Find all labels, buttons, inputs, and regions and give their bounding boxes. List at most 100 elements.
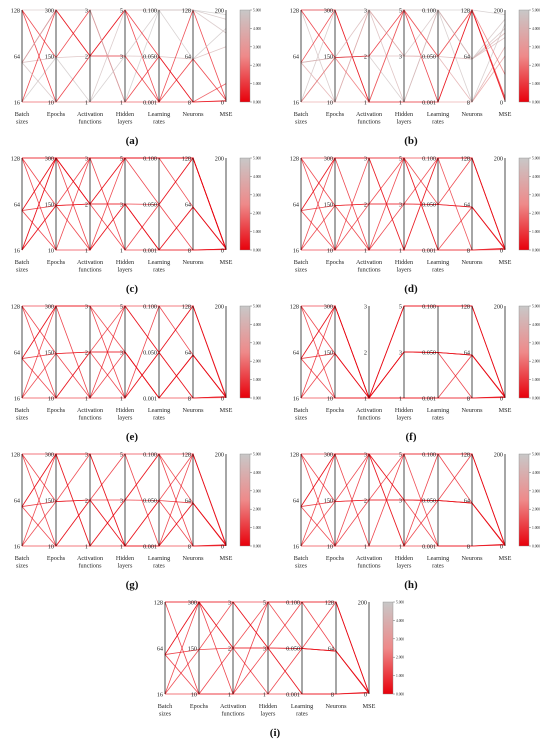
colorbar [518, 305, 530, 399]
panel-h: 1286416Batchsizes30015010Epochs321Activa… [290, 452, 541, 592]
panel-label: (g) [126, 579, 139, 591]
tick-label: 3 [85, 8, 88, 15]
tick-label: 64 [14, 498, 20, 505]
colorbar-tick-label: 1.000 [253, 378, 261, 382]
tick-label: 8 [467, 100, 470, 107]
axis-title-2: Epochs [47, 259, 66, 266]
panel-label: (e) [126, 431, 139, 443]
axis-title-6: Neurons [183, 111, 205, 118]
tick-label: 0.001 [143, 544, 157, 551]
panel-a: 1286416Batchsizes30015010Epochs321Activa… [11, 8, 262, 148]
colorbar-tick-label: 4.000 [396, 619, 404, 623]
colorbar-tick-label: 0.000 [253, 545, 261, 549]
axis-title-5: Learning [427, 555, 449, 562]
tick-label: 0.001 [143, 396, 157, 403]
colorbar-tick-label: 5.000 [253, 453, 261, 457]
axis-title-7: MSE [499, 111, 512, 118]
tick-label: 1 [399, 396, 402, 403]
tick-label: 1 [120, 248, 123, 255]
tick-label: 10 [48, 100, 54, 107]
tick-label: 1 [120, 396, 123, 403]
colorbar-tick-label: 5.000 [253, 9, 261, 13]
colorbar-tick-label: 4.000 [532, 27, 540, 31]
colorbar-tick-label: 1.000 [532, 378, 540, 382]
tick-label: 64 [464, 202, 470, 209]
colorbar-tick-label: 5.000 [532, 453, 540, 457]
tick-label: 300 [45, 156, 54, 163]
panel-d: 1286416Batchsizes30015010Epochs321Activa… [290, 156, 541, 296]
axis-title-5: Learning [291, 703, 313, 710]
tick-label: 150 [45, 498, 54, 505]
tick-label: 2 [85, 54, 88, 61]
axis-title-3: functions [357, 415, 381, 422]
tick-label: 3 [85, 304, 88, 311]
axis-title-3: functions [78, 415, 102, 422]
axis-title-4: Hidden [116, 555, 134, 562]
axis-title-5: Learning [427, 259, 449, 266]
colorbar-tick-label: 5.000 [532, 157, 540, 161]
tick-label: 64 [14, 54, 20, 61]
axis-title-2: Epochs [326, 259, 345, 266]
colorbar-tick-label: 3.000 [253, 489, 261, 493]
series-line-2 [21, 499, 227, 546]
axis-title-7: MSE [363, 703, 376, 710]
tick-label: 8 [188, 544, 191, 551]
tick-label: 150 [45, 202, 54, 209]
tick-label: 200 [215, 156, 224, 163]
tick-label: 10 [48, 248, 54, 255]
tick-label: 150 [45, 350, 54, 357]
axis-title-1: Batch [15, 407, 30, 414]
axis-title-6: Neurons [183, 259, 205, 266]
colorbar-tick-label: 3.000 [253, 45, 261, 49]
axis-title-4: Hidden [116, 259, 134, 266]
colorbar [518, 157, 530, 251]
axis-title-1: sizes [295, 267, 308, 274]
series-line-3 [22, 351, 227, 399]
axis-title-3: functions [78, 267, 102, 274]
tick-label: 16 [14, 248, 20, 255]
tick-label: 128 [182, 304, 191, 311]
tick-label: 3 [364, 452, 367, 459]
tick-label: 64 [293, 498, 299, 505]
tick-label: 1 [364, 396, 367, 403]
tick-label: 8 [188, 100, 191, 107]
tick-label: 8 [467, 396, 470, 403]
axis-title-3: functions [78, 119, 102, 126]
tick-label: 2 [228, 646, 231, 653]
axis-title-5: Learning [148, 407, 170, 414]
tick-label: 3 [399, 350, 402, 357]
tick-label: 200 [494, 452, 503, 459]
tick-label: 64 [185, 498, 191, 505]
tick-label: 2 [85, 202, 88, 209]
tick-label: 64 [293, 350, 299, 357]
tick-label: 3 [399, 54, 402, 61]
tick-label: 0.001 [143, 100, 157, 107]
colorbar-tick-label: 0.000 [396, 693, 404, 697]
colorbar-tick-label: 2.000 [396, 656, 404, 660]
tick-label: 1 [263, 692, 266, 699]
tick-label: 150 [45, 54, 54, 61]
axis-title-1: Batch [294, 555, 309, 562]
tick-label: 128 [290, 452, 299, 459]
panel-f: 1286416Batchsizes30015010Epochs321Activa… [290, 304, 541, 444]
tick-label: 300 [45, 8, 54, 15]
tick-label: 300 [45, 452, 54, 459]
tick-label: 1 [85, 100, 88, 107]
tick-label: 0.001 [143, 248, 157, 255]
tick-label: 3 [399, 498, 402, 505]
tick-label: 0 [500, 248, 503, 255]
tick-label: 5 [120, 8, 123, 15]
tick-label: 10 [48, 396, 54, 403]
tick-label: 150 [324, 350, 333, 357]
axis-title-4: layers [118, 267, 133, 274]
axis-title-1: sizes [295, 563, 308, 570]
axis-title-2: Epochs [47, 555, 66, 562]
axis-title-1: Batch [294, 111, 309, 118]
tick-label: 200 [215, 304, 224, 311]
axis-title-3: Activation [77, 259, 103, 266]
axis-title-2: Epochs [326, 407, 345, 414]
tick-label: 0 [364, 692, 367, 699]
tick-label: 0.001 [422, 396, 436, 403]
series-line-2 [21, 351, 227, 399]
axis-title-1: Batch [158, 703, 173, 710]
